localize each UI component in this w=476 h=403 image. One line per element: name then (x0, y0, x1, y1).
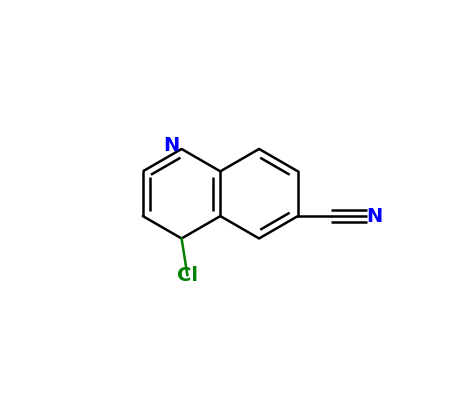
Text: N: N (366, 207, 382, 226)
Text: N: N (164, 136, 180, 156)
Text: Cl: Cl (177, 266, 198, 285)
